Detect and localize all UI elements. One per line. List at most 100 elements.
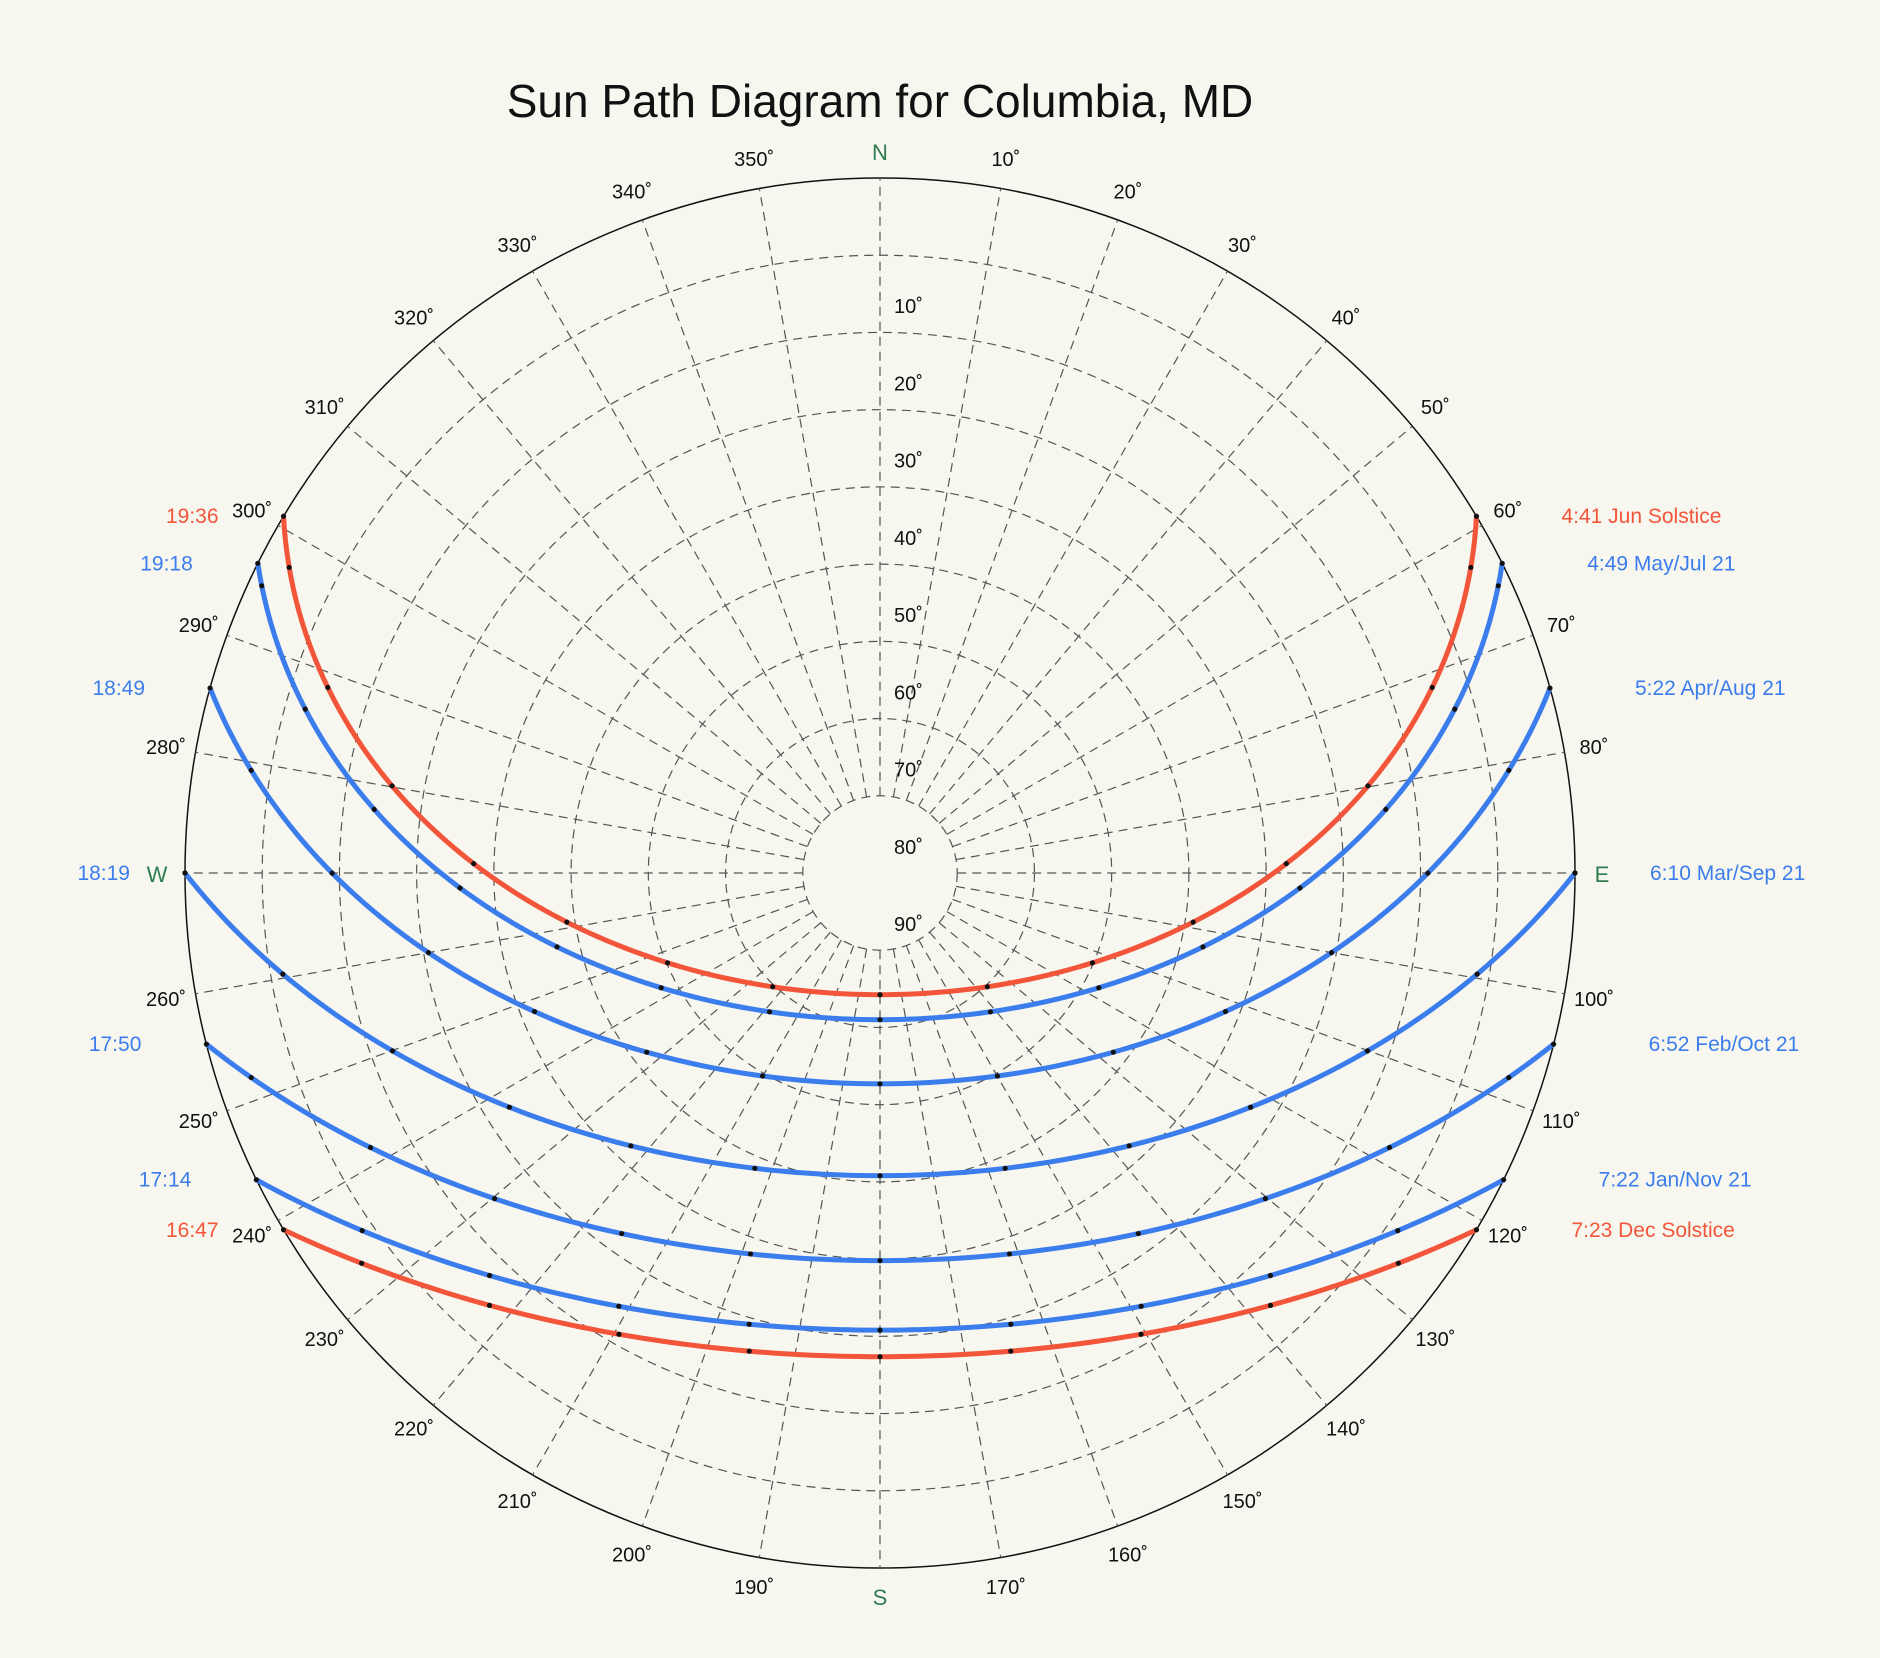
azimuth-spoke-50: [938, 425, 1413, 824]
hour-marker: [182, 870, 188, 876]
hour-marker: [628, 1143, 634, 1149]
hour-marker: [371, 806, 377, 812]
azimuth-tick-label: 70˚: [1547, 615, 1576, 637]
sunset-label: 17:14: [139, 1169, 192, 1192]
hour-marker: [1365, 783, 1371, 789]
altitude-ring-10: [261, 254, 1499, 1492]
azimuth-spoke-290: [226, 634, 808, 848]
hour-marker: [1468, 564, 1474, 571]
azimuth-tick-label: 50˚: [1421, 397, 1450, 419]
altitude-tick-label: 70˚: [894, 760, 923, 782]
hour-marker: [1135, 1230, 1141, 1237]
hour-marker: [207, 685, 213, 691]
hour-marker: [877, 1354, 883, 1360]
hour-marker: [1429, 684, 1435, 691]
hour-marker: [1501, 1177, 1507, 1183]
sun-path-line: [281, 513, 1479, 998]
hour-marker: [1506, 1074, 1512, 1081]
azimuth-tick-label: 80˚: [1580, 737, 1609, 759]
altitude-ring-30: [416, 409, 1344, 1337]
chart-title: Sun Path Diagram for Columbia, MD: [507, 75, 1254, 127]
hour-marker: [616, 1303, 622, 1309]
hour-marker: [531, 1008, 538, 1015]
hour-marker: [325, 684, 331, 691]
azimuth-tick-label: 280˚: [146, 737, 186, 759]
azimuth-tick-label: 190˚: [734, 1577, 774, 1599]
sunset-label: 19:36: [166, 505, 219, 528]
sun-path-line: [281, 1227, 1479, 1360]
azimuth-tick-label: 230˚: [305, 1329, 345, 1351]
azimuth-spoke-190: [758, 948, 868, 1558]
azimuth-spoke-300: [277, 524, 814, 835]
polar-grid: [184, 177, 1576, 1569]
hour-marker: [1096, 985, 1102, 991]
azimuth-spoke-320: [432, 340, 831, 815]
azimuth-spoke-10: [892, 188, 1002, 798]
hour-marker: [1452, 706, 1458, 712]
hour-marker: [367, 1144, 374, 1151]
altitude-ring-40: [493, 486, 1267, 1260]
hour-marker: [486, 1302, 493, 1308]
hour-marker: [1473, 513, 1480, 519]
hour-marker: [506, 1104, 513, 1110]
azimuth-spoke-150: [918, 939, 1229, 1476]
hour-marker: [664, 960, 671, 966]
hour-marker: [770, 984, 776, 990]
hour-marker: [877, 1173, 883, 1179]
azimuth-tick-label: 200˚: [612, 1544, 652, 1566]
azimuth-tick-label: 100˚: [1574, 989, 1614, 1011]
hour-marker: [248, 767, 254, 773]
azimuth-tick-label: 240˚: [232, 1226, 272, 1248]
hour-marker: [359, 1260, 365, 1266]
azimuth-tick-label: 20˚: [1114, 182, 1143, 204]
azimuth-tick-label: 350˚: [734, 149, 774, 171]
sunrise-label: 5:22 Apr/Aug 21: [1635, 677, 1786, 700]
hour-marker: [746, 1348, 752, 1354]
azimuth-spoke-120: [946, 911, 1483, 1222]
hour-marker: [644, 1049, 650, 1055]
hour-marker: [492, 1196, 498, 1202]
hour-marker: [457, 885, 463, 891]
azimuth-tick-label: 150˚: [1222, 1491, 1262, 1513]
altitude-tick-label: 80˚: [894, 837, 923, 859]
hour-marker: [389, 1048, 396, 1054]
altitude-ring-60: [647, 640, 1113, 1106]
hour-marker: [616, 1331, 622, 1337]
azimuth-spoke-210: [531, 939, 842, 1476]
hour-marker: [1395, 1260, 1401, 1266]
hour-marker: [1138, 1303, 1144, 1309]
hour-marker: [486, 1272, 493, 1279]
hour-marker: [877, 992, 883, 998]
azimuth-spoke-280: [195, 751, 805, 861]
altitude-tick-label: 30˚: [894, 451, 923, 473]
hour-marker: [1262, 1196, 1268, 1202]
azimuth-spoke-240: [277, 911, 814, 1222]
azimuth-tick-label: 210˚: [497, 1491, 537, 1513]
hour-marker: [1547, 685, 1553, 691]
hour-marker: [1364, 1048, 1371, 1054]
azimuth-spoke-30: [918, 270, 1229, 807]
hour-marker: [994, 1073, 1001, 1079]
sunset-label: 16:47: [166, 1219, 219, 1242]
azimuth-tick-label: 110˚: [1542, 1111, 1581, 1133]
hour-marker: [877, 1258, 883, 1264]
hour-marker: [658, 985, 664, 991]
hour-marker: [1267, 1302, 1274, 1308]
sunrise-label: 7:22 Jan/Nov 21: [1599, 1169, 1752, 1192]
cardinal-east: E: [1595, 862, 1610, 887]
hour-marker: [752, 1165, 758, 1171]
azimuth-spoke-220: [432, 931, 831, 1406]
hour-marker: [471, 861, 477, 867]
azimuth-spoke-260: [195, 885, 805, 995]
azimuth-tick-label: 220˚: [394, 1418, 434, 1440]
hour-marker: [984, 984, 990, 990]
hour-marker: [1006, 1251, 1013, 1257]
hour-marker: [1110, 1049, 1116, 1055]
azimuth-tick-label: 120˚: [1488, 1226, 1528, 1248]
altitude-tick-label: 60˚: [894, 682, 923, 704]
azimuth-spoke-160: [905, 945, 1119, 1527]
hour-marker: [359, 1228, 365, 1234]
cardinal-north: N: [872, 140, 888, 165]
hour-marker: [302, 706, 308, 712]
